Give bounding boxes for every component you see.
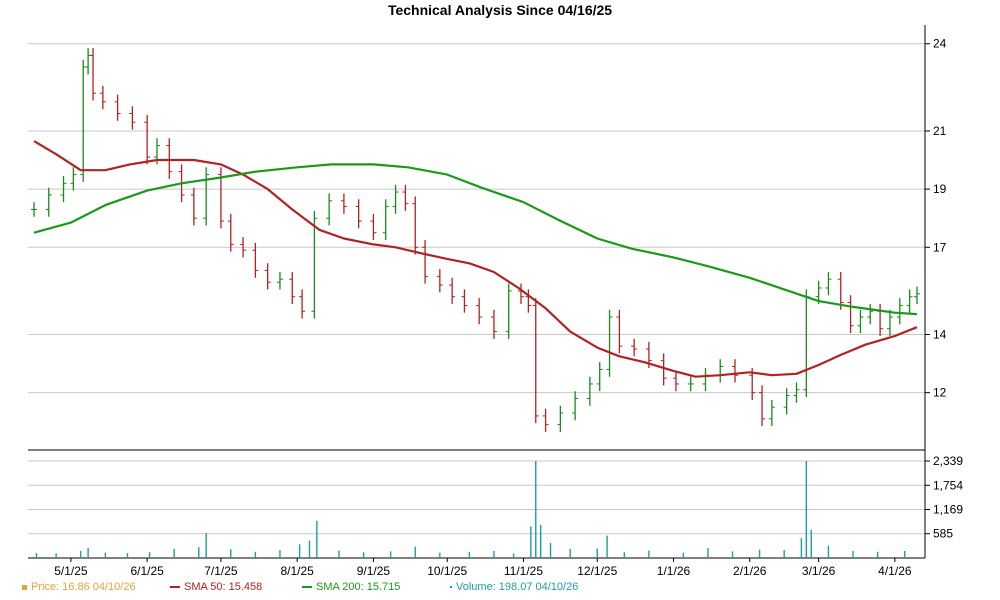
x-tick-label: 11/1/25 (504, 564, 543, 578)
x-tick-label: 6/1/25 (130, 564, 164, 578)
legend-label: Price: 16.86 04/10/26 (31, 581, 136, 593)
legend-key-square (22, 584, 27, 590)
legend-label: Volume: 198.07 04/10/26 (456, 581, 579, 593)
price-tick-label: 17 (933, 240, 947, 254)
axis-layer: 12 14 17 19 21 24 585 1,169 1,754 2,339 5/1/25 6/1/… (54, 37, 963, 578)
x-tick-label: 9/1/25 (357, 564, 391, 578)
x-tick-label: 12/1/25 (577, 564, 617, 578)
x-tick-label: 4/1/26 (878, 564, 912, 578)
x-tick-label: 10/1/25 (427, 564, 467, 578)
legend-item: SMA 50: 15.458 (170, 581, 262, 593)
price-tick-label: 24 (933, 37, 947, 51)
chart-area: 12 14 17 19 21 24 585 1,169 1,754 2,339 5/1/25 6/1/… (28, 25, 963, 578)
volume-layer (35, 461, 906, 558)
volume-tick-label: 2,339 (933, 454, 963, 468)
price-layer (31, 48, 920, 432)
legend-item: Price: 16.86 04/10/26 (22, 581, 136, 593)
legend-item: SMA 200: 15.715 (302, 581, 400, 593)
volume-tick-label: 1,754 (933, 478, 963, 492)
x-tick-label: 7/1/25 (204, 564, 238, 578)
sma-50-line (33, 140, 918, 378)
x-tick-label: 3/1/26 (802, 564, 836, 578)
frame-layer (28, 25, 926, 559)
chart-title: Technical Analysis Since 04/16/25 (387, 2, 613, 18)
x-tick-label: 5/1/25 (54, 564, 88, 578)
legend-item: Volume: 198.07 04/10/26 (450, 581, 578, 593)
legend-key-tick (450, 586, 452, 589)
legend-label: SMA 50: 15.458 (184, 581, 263, 593)
sma-layer (33, 140, 918, 378)
x-tick-label: 8/1/25 (280, 564, 314, 578)
legend-label: SMA 200: 15.715 (316, 581, 401, 593)
price-tick-label: 12 (933, 386, 947, 400)
grid-layer (28, 43, 925, 535)
sma-200-line (33, 163, 918, 316)
price-tick-label: 19 (933, 182, 947, 196)
legend-key-line (170, 586, 180, 589)
price-tick-label: 21 (933, 124, 947, 138)
x-tick-label: 2/1/26 (733, 564, 767, 578)
volume-tick-label: 1,169 (933, 503, 963, 517)
volume-tick-label: 585 (933, 527, 953, 541)
legend-key-line (302, 586, 312, 589)
price-tick-label: 14 (933, 328, 947, 342)
x-tick-label: 1/1/26 (657, 564, 691, 578)
